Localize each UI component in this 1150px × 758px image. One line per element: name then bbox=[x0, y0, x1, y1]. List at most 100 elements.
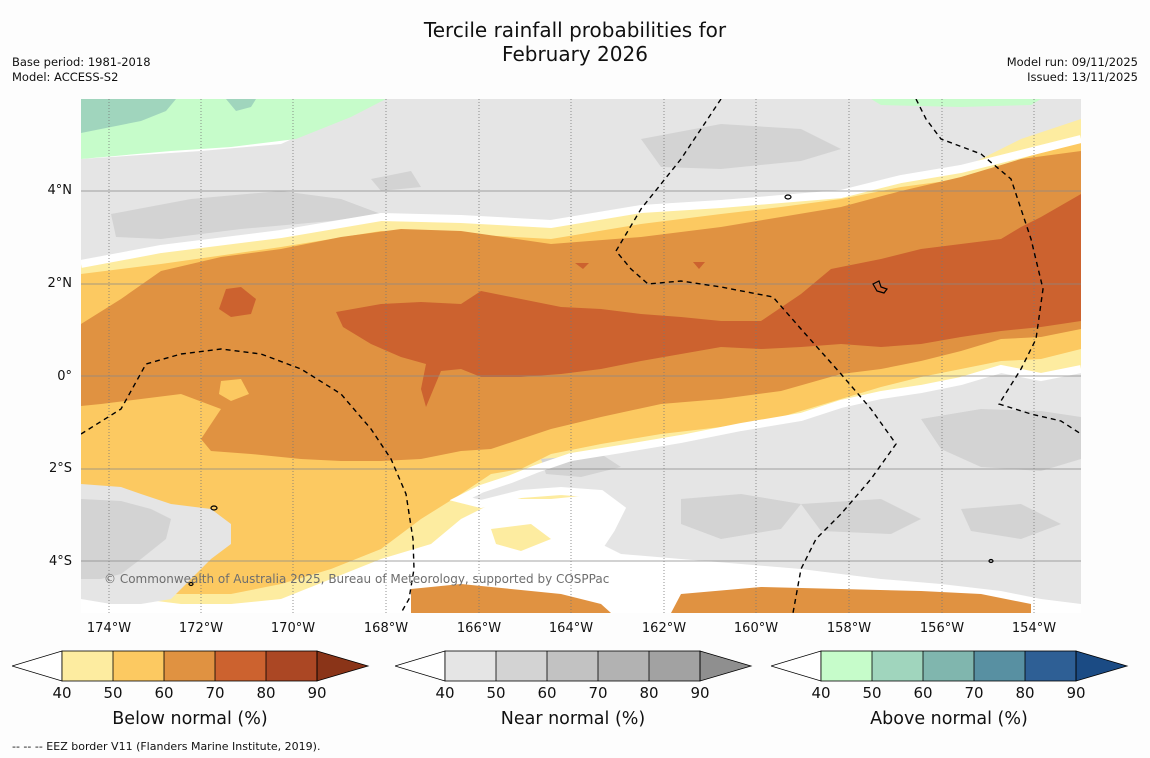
lon-label-174w: 174°W bbox=[86, 621, 132, 636]
tick-near-40: 40 bbox=[435, 684, 455, 702]
colorbar-above-under bbox=[771, 650, 822, 682]
lon-label-154w: 154°W bbox=[1011, 621, 1057, 636]
legend-below-normal: 40 50 60 70 80 90 Below normal (%) bbox=[12, 650, 372, 735]
legend-title-near: Near normal (%) bbox=[500, 709, 646, 729]
title-line-2: February 2026 bbox=[502, 42, 648, 66]
tick-below-40: 40 bbox=[52, 684, 72, 702]
legend-title-above: Above normal (%) bbox=[870, 709, 1028, 729]
legend-above-normal: 40 50 60 70 80 90 Above normal (%) bbox=[771, 650, 1131, 735]
islands bbox=[188, 194, 994, 587]
tick-below-60: 60 bbox=[154, 684, 174, 702]
lon-label-164w: 164°W bbox=[548, 621, 594, 636]
colorbar-below-normal bbox=[12, 650, 370, 682]
parallels bbox=[81, 190, 1081, 562]
rainfall-map bbox=[81, 99, 1081, 613]
legend-title-below: Below normal (%) bbox=[112, 709, 268, 729]
near-normal-patch-south-3 bbox=[801, 499, 921, 534]
colorbar-below-seg-1 bbox=[62, 651, 113, 681]
tick-near-80: 80 bbox=[639, 684, 659, 702]
tick-above-70: 70 bbox=[964, 684, 984, 702]
island-4 bbox=[988, 558, 994, 564]
white-contour-north bbox=[81, 135, 1081, 268]
lat-label-2s: 2°S bbox=[48, 461, 72, 476]
lat-label-4s: 4°S bbox=[48, 554, 72, 569]
eez-footnote: -- -- -- EEZ border V11 (Flanders Marine… bbox=[12, 740, 321, 753]
colorbar-near-seg-2 bbox=[496, 651, 547, 681]
tick-above-50: 50 bbox=[862, 684, 882, 702]
tick-near-50: 50 bbox=[486, 684, 506, 702]
legend-near-normal: 40 50 60 70 80 90 Near normal (%) bbox=[395, 650, 755, 735]
colorbar-near-over bbox=[699, 650, 753, 682]
colorbar-above-over bbox=[1075, 650, 1129, 682]
model-run: Model run: 09/11/2025 bbox=[1006, 55, 1138, 69]
chart-title: Tercile rainfall probabilities for Febru… bbox=[0, 18, 1150, 66]
colorbar-near-normal bbox=[395, 650, 753, 682]
map-canvas bbox=[81, 99, 1081, 613]
colorbar-near-seg-3 bbox=[547, 651, 598, 681]
lat-label-4n: 4°N bbox=[47, 183, 73, 198]
colorbar-above-seg-5 bbox=[1025, 651, 1076, 681]
colorbar-near-seg-5 bbox=[649, 651, 700, 681]
colorbar-near-under bbox=[395, 650, 446, 682]
lon-label-170w: 170°W bbox=[270, 621, 316, 636]
colorbar-below-under bbox=[12, 650, 63, 682]
eez-border-line-islands-east bbox=[915, 99, 1081, 435]
tick-above-60: 60 bbox=[913, 684, 933, 702]
issued-date: Issued: 13/11/2025 bbox=[1027, 70, 1138, 84]
above-normal-patch-nw bbox=[226, 99, 256, 111]
base-period: Base period: 1981-2018 bbox=[12, 55, 151, 69]
near-normal-patch-north-3 bbox=[371, 171, 421, 191]
meta-left: Base period: 1981-2018 Model: ACCESS-S2 bbox=[12, 55, 151, 85]
tick-near-90: 90 bbox=[690, 684, 710, 702]
near-normal-patch-south-4 bbox=[961, 504, 1061, 539]
lon-label-160w: 160°W bbox=[733, 621, 779, 636]
below-normal-60-strip-se bbox=[671, 587, 1031, 613]
colorbar-below-seg-3 bbox=[164, 651, 215, 681]
tick-above-80: 80 bbox=[1015, 684, 1035, 702]
below-normal-40-patch bbox=[491, 524, 551, 551]
tick-near-60: 60 bbox=[537, 684, 557, 702]
island-1 bbox=[784, 194, 792, 200]
lon-label-158w: 158°W bbox=[826, 621, 872, 636]
near-normal-patch-north-1 bbox=[111, 191, 381, 239]
lon-label-166w: 166°W bbox=[456, 621, 502, 636]
island-3 bbox=[188, 581, 194, 587]
tick-above-90: 90 bbox=[1066, 684, 1086, 702]
below-normal-50-patch bbox=[219, 379, 249, 401]
tick-below-90: 90 bbox=[307, 684, 327, 702]
tick-below-80: 80 bbox=[256, 684, 276, 702]
lat-label-0: 0° bbox=[57, 369, 72, 384]
meta-right: Model run: 09/11/2025 Issued: 13/11/2025 bbox=[1007, 55, 1138, 85]
tick-near-70: 70 bbox=[588, 684, 608, 702]
below-normal-70-patch-3 bbox=[693, 262, 705, 269]
colorbar-below-seg-4 bbox=[215, 651, 266, 681]
colorbar-above-seg-2 bbox=[872, 651, 923, 681]
model-name: Model: ACCESS-S2 bbox=[12, 70, 119, 84]
near-normal-region-south bbox=[461, 369, 1081, 604]
island-2 bbox=[210, 505, 218, 511]
tick-below-70: 70 bbox=[205, 684, 225, 702]
colorbar-above-seg-4 bbox=[974, 651, 1025, 681]
near-normal-patch-south-2 bbox=[681, 494, 801, 539]
colorbar-above-normal bbox=[771, 650, 1129, 682]
colorbar-near-seg-1 bbox=[445, 651, 496, 681]
colorbar-above-seg-1 bbox=[821, 651, 872, 681]
above-normal-region-nw-mid bbox=[81, 99, 176, 133]
title-line-1: Tercile rainfall probabilities for bbox=[423, 18, 727, 42]
near-normal-patch-north-2 bbox=[641, 124, 841, 169]
below-normal-70-patch-2 bbox=[575, 263, 589, 269]
below-normal-60-band bbox=[81, 151, 1081, 461]
lon-label-156w: 156°W bbox=[919, 621, 965, 636]
colorbar-below-seg-5 bbox=[266, 651, 317, 681]
lon-label-168w: 168°W bbox=[363, 621, 409, 636]
eez-border-line-islands-west bbox=[615, 99, 897, 613]
colorbar-near-seg-4 bbox=[598, 651, 649, 681]
colorbar-above-seg-3 bbox=[923, 651, 974, 681]
colorbar-below-over bbox=[316, 650, 370, 682]
lon-label-172w: 172°W bbox=[178, 621, 224, 636]
tick-above-40: 40 bbox=[811, 684, 831, 702]
above-normal-region-ne bbox=[871, 99, 1041, 107]
below-normal-60-strip-south bbox=[411, 584, 611, 613]
copyright-notice: © Commonwealth of Australia 2025, Bureau… bbox=[104, 572, 610, 586]
lon-label-162w: 162°W bbox=[641, 621, 687, 636]
